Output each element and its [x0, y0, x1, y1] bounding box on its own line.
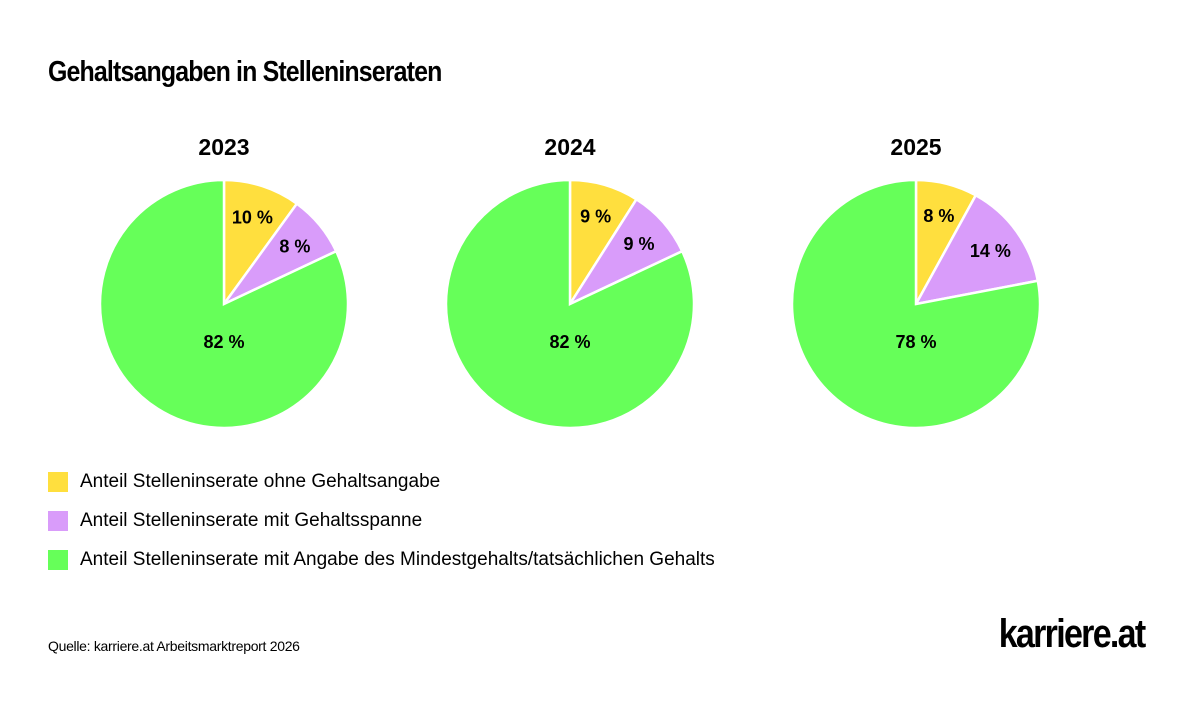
pie-data-label: 14 % — [970, 241, 1011, 261]
legend: Anteil Stelleninserate ohne Gehaltsangab… — [48, 471, 715, 589]
pie-data-label: 78 % — [895, 332, 936, 352]
legend-swatch — [48, 511, 68, 531]
pie-year-label: 2024 — [544, 134, 595, 160]
legend-swatch — [48, 550, 68, 570]
legend-label: Anteil Stelleninserate mit Angabe des Mi… — [80, 549, 715, 570]
pie-slice — [222, 178, 299, 308]
source-note: Quelle: karriere.at Arbeitsmarktreport 2… — [48, 638, 300, 654]
legend-swatch — [48, 472, 68, 492]
pie-data-label: 10 % — [232, 208, 273, 228]
pie-slice — [444, 178, 696, 430]
legend-item: Anteil Stelleninserate ohne Gehaltsangab… — [48, 471, 715, 492]
pie-data-label: 9 % — [580, 207, 611, 227]
pie-year-label: 2025 — [890, 134, 941, 160]
brand-logo: karriere.at — [998, 612, 1145, 656]
pie-data-label: 8 % — [279, 236, 310, 256]
pie-year-label: 2023 — [198, 134, 249, 160]
pie-slice — [913, 193, 1040, 306]
pie-slice — [790, 178, 1042, 430]
legend-label: Anteil Stelleninserate mit Gehaltsspanne — [80, 510, 423, 531]
legend-label: Anteil Stelleninserate ohne Gehaltsangab… — [80, 471, 441, 492]
pie-data-label: 9 % — [623, 234, 654, 254]
pie-data-label: 82 % — [203, 332, 244, 352]
pie-data-label: 8 % — [923, 206, 954, 226]
pie-data-label: 82 % — [549, 332, 590, 352]
chart-title: Gehaltsangaben in Stelleninseraten — [48, 56, 442, 88]
pie-slice — [98, 178, 350, 430]
legend-item: Anteil Stelleninserate mit Angabe des Mi… — [48, 549, 715, 570]
legend-item: Anteil Stelleninserate mit Gehaltsspanne — [48, 510, 715, 531]
